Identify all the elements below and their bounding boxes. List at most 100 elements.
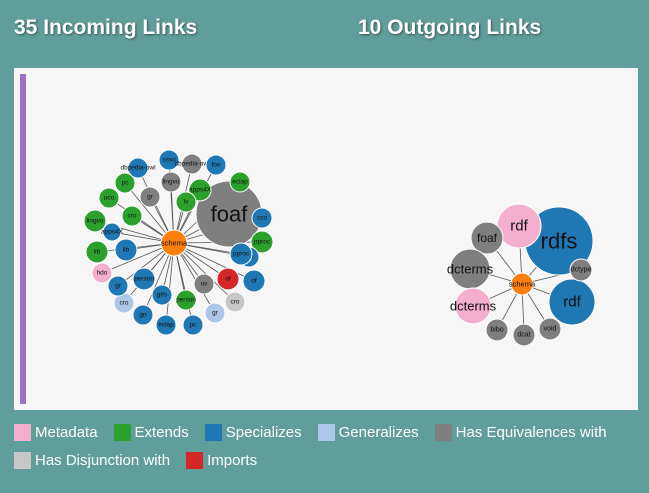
node-dcat[interactable]: dcat bbox=[512, 323, 536, 347]
node-label: lib bbox=[94, 249, 101, 256]
node-person[interactable]: person bbox=[175, 289, 197, 311]
legend-swatch bbox=[186, 452, 204, 469]
legend-swatch bbox=[113, 424, 131, 441]
node-lv[interactable]: lv bbox=[175, 191, 197, 213]
node-pc[interactable]: pc bbox=[114, 172, 136, 194]
node-lib[interactable]: lib bbox=[85, 240, 109, 264]
center-node-schema[interactable]: schema bbox=[160, 229, 188, 257]
node-gr[interactable]: gr bbox=[204, 302, 226, 324]
outgoing-graph: rdfsrdffoafdctermsdctermsbibodcatvoidrdf… bbox=[447, 203, 596, 347]
node-dcterms[interactable]: dcterms bbox=[447, 248, 494, 290]
node-label: cco bbox=[257, 215, 268, 222]
node-rdfs[interactable]: rdfs bbox=[524, 206, 594, 276]
node-dbpedia-owl[interactable]: dbpedia-owl bbox=[174, 153, 210, 175]
outgoing-links-heading: 10 Outgoing Links bbox=[358, 16, 542, 39]
node-label: lib bbox=[123, 247, 130, 254]
node-circle bbox=[151, 284, 173, 306]
node-circle bbox=[132, 267, 156, 291]
node-eclap[interactable]: eclap bbox=[155, 314, 177, 336]
node-label: gtfs bbox=[157, 292, 168, 299]
node-label: uco bbox=[104, 195, 115, 202]
node-void[interactable]: void bbox=[538, 317, 562, 341]
legend-label: Has Equivalences with bbox=[455, 424, 607, 441]
node-label: pproc bbox=[233, 251, 250, 258]
node-circle bbox=[107, 275, 129, 297]
node-label: rdf bbox=[563, 294, 581, 311]
node-rdf[interactable]: rdf bbox=[496, 203, 542, 249]
node-cro[interactable]: cro bbox=[224, 291, 246, 313]
node-label: lv bbox=[184, 199, 189, 206]
legend-item[interactable]: Metadata bbox=[14, 424, 98, 441]
node-foaf[interactable]: foaf bbox=[470, 221, 504, 255]
legend-item[interactable]: Imports bbox=[186, 452, 257, 469]
node-circle bbox=[83, 209, 107, 233]
node-label: apps4X bbox=[101, 229, 124, 236]
node-hdo[interactable]: hdo bbox=[91, 262, 113, 284]
node-uco[interactable]: uco bbox=[98, 187, 120, 209]
node-circle bbox=[139, 186, 161, 208]
incoming-graph: foafccopproccroofcrogrpceclapgncrogrhdol… bbox=[83, 149, 274, 336]
node-label: foaf bbox=[477, 231, 498, 245]
node-circle bbox=[454, 287, 492, 325]
node-circle bbox=[229, 171, 251, 193]
node-label: person bbox=[176, 297, 196, 304]
node-apps4X[interactable]: apps4X bbox=[101, 222, 124, 242]
node-gtfs[interactable]: gtfs bbox=[151, 284, 173, 306]
node-cco[interactable]: cco bbox=[251, 207, 273, 229]
node-dcterms[interactable]: dcterms bbox=[450, 287, 497, 325]
node-circle bbox=[121, 205, 143, 227]
legend: Metadata Extends Specializes Generalizes Has… bbox=[14, 424, 644, 469]
node-lib[interactable]: lib bbox=[114, 238, 138, 262]
node-circle bbox=[512, 323, 536, 347]
node-gn[interactable]: gn bbox=[132, 304, 154, 326]
node-lingvo[interactable]: lingvo bbox=[160, 171, 182, 193]
node-circle bbox=[216, 267, 240, 291]
node-circle bbox=[224, 291, 246, 313]
node-dbpedia-owl[interactable]: dbpedia-owl bbox=[120, 157, 156, 179]
node-of[interactable]: of bbox=[216, 267, 240, 291]
node-rdf[interactable]: rdf bbox=[548, 278, 596, 326]
legend-item[interactable]: Extends bbox=[113, 424, 189, 441]
node-circle bbox=[114, 238, 138, 262]
node-circle bbox=[85, 240, 109, 264]
node-of[interactable]: of bbox=[242, 269, 266, 293]
legend-item[interactable]: Has Equivalences with bbox=[434, 424, 607, 441]
legend-label: Has Disjunction with bbox=[35, 452, 171, 469]
legend-item[interactable]: Has Disjunction with bbox=[14, 452, 170, 469]
node-circle bbox=[181, 153, 203, 175]
node-label: foo bbox=[211, 162, 220, 169]
node-ov[interactable]: ov bbox=[193, 273, 215, 295]
node-foaf[interactable]: foaf bbox=[195, 180, 263, 248]
node-label: cro bbox=[230, 299, 239, 306]
node-label: dbpedia-owl bbox=[174, 161, 210, 168]
center-node-schema[interactable]: schema bbox=[509, 272, 536, 296]
node-circle bbox=[132, 304, 154, 326]
node-lingvo[interactable]: lingvo bbox=[83, 209, 107, 233]
node-ssso[interactable]: ssso bbox=[158, 149, 180, 171]
node-bibo[interactable]: bibo bbox=[485, 318, 509, 342]
center-node-label: schema bbox=[509, 280, 536, 289]
node-label: of bbox=[251, 278, 257, 285]
node-pproc[interactable]: pproc bbox=[250, 230, 274, 254]
node-person[interactable]: person bbox=[132, 267, 156, 291]
node-cro[interactable]: cro bbox=[121, 205, 143, 227]
node-gr[interactable]: gr bbox=[139, 186, 161, 208]
node-eclap[interactable]: eclap bbox=[229, 171, 251, 193]
node-circle bbox=[114, 172, 136, 194]
legend-item[interactable]: Generalizes bbox=[317, 424, 419, 441]
node-circle bbox=[155, 314, 177, 336]
legend-item[interactable]: Specializes bbox=[204, 424, 302, 441]
node-foo[interactable]: foo bbox=[205, 154, 227, 176]
node-apps4X[interactable]: apps4X bbox=[188, 178, 212, 202]
node-circle bbox=[242, 269, 266, 293]
node-gr[interactable]: gr bbox=[107, 275, 129, 297]
legend-swatch bbox=[434, 424, 452, 441]
node-circle bbox=[102, 222, 122, 242]
node-label: hdo bbox=[97, 270, 108, 277]
node-pc[interactable]: pc bbox=[182, 314, 204, 336]
node-pproc[interactable]: pproc bbox=[229, 242, 253, 266]
node-dctype[interactable]: dctype bbox=[569, 258, 593, 282]
node-label: of bbox=[225, 276, 231, 283]
node-label: person bbox=[134, 276, 154, 283]
link-edge bbox=[173, 242, 236, 303]
